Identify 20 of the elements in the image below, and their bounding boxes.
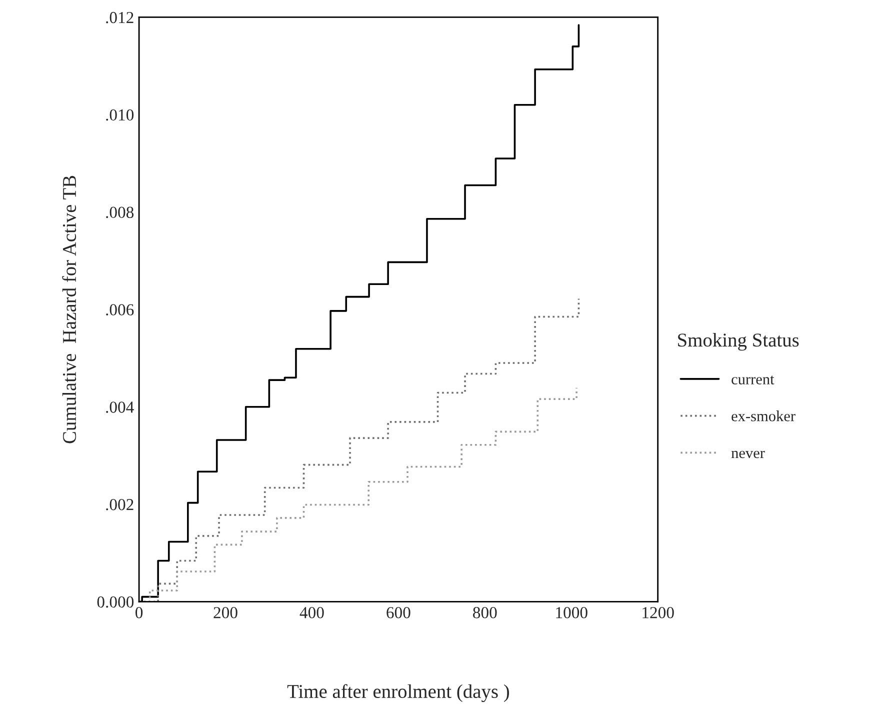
legend-label: ex-smoker (732, 410, 796, 422)
y-tick-label: .002 (106, 498, 134, 510)
x-tick-label: 800 (473, 607, 497, 618)
legend-label: current (732, 376, 774, 384)
y-tick-label: 0.000 (97, 596, 134, 608)
x-tick-label: 1000 (556, 607, 588, 618)
x-tick-label: 200 (214, 607, 238, 618)
legend-label: never (731, 450, 765, 458)
x-tick-label: 400 (300, 607, 324, 618)
y-tick-label: .006 (106, 304, 134, 316)
y-tick-label: .012 (106, 12, 134, 24)
x-tick-label: 600 (386, 607, 410, 618)
x-tick-label: 1200 (642, 607, 674, 618)
y-tick-label: .008 (106, 206, 134, 218)
legend-title: Smoking Status (678, 332, 799, 351)
y-tick-label: .010 (106, 109, 134, 121)
y-axis-title: Cumulative Hazard for Active TB (62, 176, 76, 444)
x-axis-title: Time after enrolment (days ) (287, 684, 509, 702)
x-tick-label: 0 (136, 607, 143, 618)
y-tick-label: .004 (106, 402, 134, 413)
